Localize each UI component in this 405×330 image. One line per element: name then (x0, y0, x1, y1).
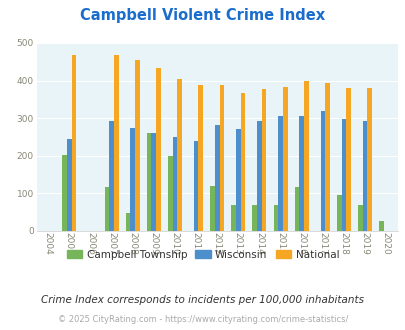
Bar (71, 54, 76, 231)
Bar (303, 81, 308, 231)
Bar (320, 111, 324, 231)
Bar (219, 85, 224, 231)
Bar (177, 79, 181, 231)
Bar (235, 129, 240, 231)
Bar (256, 121, 261, 231)
Bar (109, 121, 113, 231)
Bar (135, 60, 139, 231)
Bar (126, 213, 130, 231)
Bar (130, 128, 135, 231)
Bar (273, 205, 277, 231)
Bar (214, 125, 219, 231)
Bar (156, 69, 160, 231)
Bar (282, 86, 287, 231)
Bar (341, 119, 345, 231)
Bar (298, 115, 303, 231)
Bar (104, 187, 109, 231)
Bar (240, 93, 245, 231)
Bar (277, 115, 282, 231)
Bar (147, 133, 151, 231)
Bar (231, 205, 235, 231)
Bar (294, 186, 298, 231)
Legend: Campbell Township, Wisconsin, National: Campbell Township, Wisconsin, National (62, 246, 343, 264)
Text: Crime Index corresponds to incidents per 100,000 inhabitants: Crime Index corresponds to incidents per… (41, 295, 364, 305)
Bar (345, 88, 350, 231)
Text: Campbell Violent Crime Index: Campbell Violent Crime Index (80, 8, 325, 23)
Bar (193, 141, 198, 231)
Bar (252, 205, 256, 231)
Bar (198, 85, 202, 231)
Bar (261, 89, 266, 231)
Bar (367, 88, 371, 231)
Bar (67, 139, 71, 231)
Text: © 2025 CityRating.com - https://www.cityrating.com/crime-statistics/: © 2025 CityRating.com - https://www.city… (58, 315, 347, 324)
Bar (357, 205, 362, 231)
Bar (172, 137, 177, 231)
Bar (362, 121, 367, 231)
Bar (336, 195, 341, 231)
Bar (324, 83, 329, 231)
Bar (62, 155, 67, 231)
Bar (168, 156, 172, 231)
Bar (210, 186, 214, 231)
Bar (113, 55, 118, 231)
Bar (151, 133, 156, 231)
Bar (378, 221, 383, 231)
